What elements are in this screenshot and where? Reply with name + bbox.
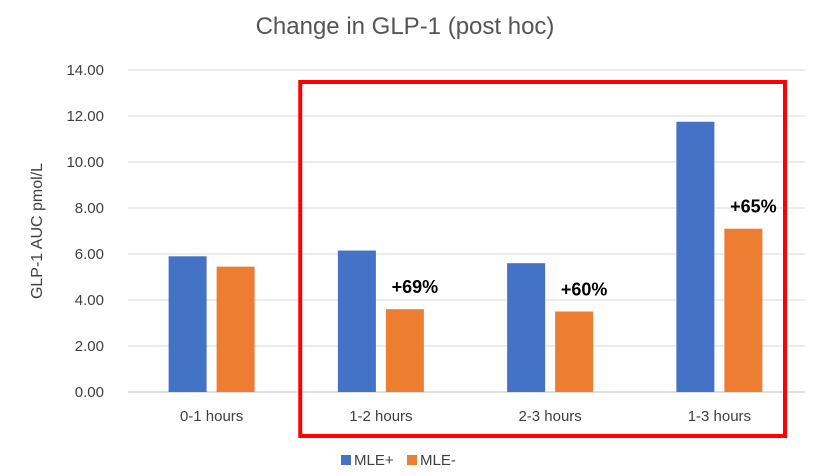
highlight-box	[298, 80, 787, 438]
x-tick-label: 2-3 hours	[518, 408, 581, 425]
y-tick-label: 6.00	[75, 246, 104, 263]
y-tick-label: 12.00	[66, 108, 104, 125]
x-tick-label: 0-1 hours	[180, 408, 243, 425]
y-tick-label: 2.00	[75, 338, 104, 355]
annotation-label: +60%	[561, 280, 608, 300]
legend-label: MLE+	[354, 452, 394, 469]
x-tick-label: 1-2 hours	[349, 408, 412, 425]
annotation-label: +69%	[392, 277, 439, 297]
y-tick-label: 14.00	[66, 62, 104, 79]
y-axis-title: GLP-1 AUC pmol/L	[29, 163, 46, 299]
bar-MLE--1-3 hours	[724, 228, 763, 392]
bar-MLE--0-1 hours	[216, 266, 255, 392]
bar-MLE+-0-1 hours	[168, 256, 207, 392]
y-tick-label: 0.00	[75, 384, 104, 401]
bar-MLE+-1-3 hours	[676, 121, 715, 392]
legend-swatch	[341, 455, 351, 465]
y-tick-label: 8.00	[75, 200, 104, 217]
x-tick-label: 1-3 hours	[688, 408, 751, 425]
y-tick-label: 4.00	[75, 292, 104, 309]
bar-MLE--1-2 hours	[385, 309, 424, 392]
chart-title: Change in GLP-1 (post hoc)	[256, 13, 555, 40]
y-tick-label: 10.00	[66, 154, 104, 171]
bar-MLE+-1-2 hours	[337, 250, 376, 392]
bar-MLE+-2-3 hours	[507, 263, 546, 392]
bar-MLE--2-3 hours	[555, 311, 594, 392]
legend-label: MLE-	[420, 452, 456, 469]
legend-swatch	[407, 455, 417, 465]
annotation-label: +65%	[730, 197, 777, 217]
